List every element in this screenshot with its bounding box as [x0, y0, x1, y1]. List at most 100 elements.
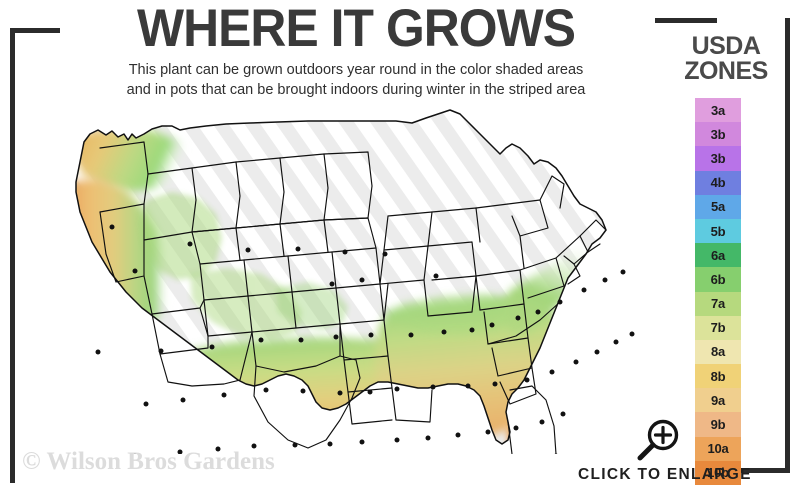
legend-swatch-label: 3b: [710, 150, 726, 166]
usda-zones-legend: USDA ZONES 3a 3b 3b 4b 5a 5b 6a 6b 7a 7b 8a 8b 9a 9b 1…: [662, 34, 790, 485]
legend-swatch-zone-9a-12: 9a: [695, 388, 741, 413]
city-dot: [359, 439, 365, 445]
city-dot: [158, 348, 164, 354]
magnifier-plus-icon[interactable]: [630, 418, 686, 464]
legend-swatch-label: 9b: [710, 417, 726, 433]
bracket-vertical-rule: [10, 28, 15, 483]
city-dot: [209, 344, 215, 350]
corner-bracket-top-left: [10, 28, 72, 488]
legend-swatch-zone-5a-4: 5a: [695, 194, 741, 219]
city-dot: [408, 332, 414, 338]
city-dot: [367, 389, 373, 395]
city-dot: [469, 327, 475, 333]
us-map-svg[interactable]: [40, 104, 660, 454]
legend-swatch-zone-6b-7: 6b: [695, 267, 741, 292]
city-dot: [382, 251, 388, 257]
city-dot: [535, 309, 541, 315]
city-dot: [425, 435, 431, 441]
city-dot: [573, 359, 579, 365]
legend-swatch-label: 4b: [710, 175, 726, 191]
city-dot: [359, 277, 365, 283]
subtitle-line-2: and in pots that can be brought indoors …: [126, 82, 586, 98]
city-dot: [557, 299, 563, 305]
legend-title-line-2: ZONES: [684, 57, 768, 85]
corner-bracket-bottom-right: [655, 18, 790, 473]
city-dot: [300, 388, 306, 394]
legend-swatch-zone-10a-14: 10a: [695, 436, 741, 461]
city-dot: [333, 334, 339, 340]
legend-swatch-zone-6a-6: 6a: [695, 243, 741, 268]
city-dot: [394, 437, 400, 443]
city-dot: [327, 441, 333, 447]
legend-swatch-zone-3a-0: 3a: [695, 98, 741, 123]
legend-swatch-label: 8a: [710, 344, 726, 360]
copyright-watermark: © Wilson Bros Gardens: [22, 448, 275, 475]
city-dot: [485, 429, 491, 435]
click-to-enlarge-control[interactable]: CLICK TO ENLARGE: [578, 418, 752, 484]
legend-swatch-zone-3b-1: 3b: [695, 122, 741, 147]
page-title: WHERE IT GROWS: [137, 0, 576, 58]
city-dot: [298, 337, 304, 343]
city-dot: [549, 369, 555, 375]
zone-field-atlantic-coast: [502, 222, 606, 336]
legend-swatch-zone-7b-9: 7b: [695, 315, 741, 340]
bracket-vertical-rule: [785, 18, 790, 473]
city-dot: [441, 329, 447, 335]
city-dot: [245, 247, 251, 253]
city-dot: [629, 331, 635, 337]
city-dot: [133, 453, 137, 454]
city-dot: [177, 449, 183, 454]
usda-zone-map[interactable]: [40, 104, 660, 454]
city-dot: [132, 268, 138, 274]
legend-swatch-label: 10b: [707, 465, 729, 481]
city-dot: [251, 443, 257, 449]
city-dot: [524, 377, 530, 383]
city-dot: [594, 349, 600, 355]
legend-swatch-zone-5b-5: 5b: [695, 218, 741, 244]
city-dot: [295, 246, 301, 252]
city-dot: [342, 249, 348, 255]
city-dot: [95, 349, 101, 355]
city-dot: [620, 269, 626, 275]
zone-field-pacific-northwest: [76, 128, 190, 192]
city-dot: [581, 287, 587, 293]
legend-title: USDA ZONES: [662, 34, 790, 84]
legend-swatch-zone-7a-8: 7a: [695, 291, 741, 316]
click-to-enlarge-label: CLICK TO ENLARGE: [578, 466, 752, 483]
city-dot: [180, 397, 186, 403]
city-dot: [430, 384, 436, 390]
subtitle-line-1: This plant can be grown outdoors year ro…: [128, 62, 584, 78]
legend-swatch-list: 3a 3b 3b 4b 5a 5b 6a 6b 7a 7b 8a 8b 9a 9b 10a 10b: [695, 98, 741, 485]
bracket-horizontal-rule-bottom: [700, 468, 790, 473]
legend-swatch-label: 3b: [710, 126, 726, 142]
city-dot: [515, 315, 521, 321]
city-dot: [263, 387, 269, 393]
legend-swatch-zone-4b-3: 4b: [695, 170, 741, 195]
legend-swatch-label: 7b: [710, 320, 726, 336]
city-dot: [337, 390, 343, 396]
city-dot: [433, 273, 439, 279]
page-subtitle: This plant can be grown outdoors year ro…: [46, 60, 666, 100]
legend-swatch-label: 5a: [710, 199, 726, 215]
legend-swatch-label: 6b: [710, 271, 726, 287]
legend-swatch-label: 3a: [710, 102, 726, 118]
city-dot: [489, 322, 495, 328]
city-dot: [187, 241, 193, 247]
bracket-horizontal-rule: [10, 28, 60, 33]
city-marker-dots: [95, 224, 635, 454]
legend-swatch-zone-10b-15: 10b: [695, 460, 741, 485]
city-dot: [560, 411, 566, 417]
city-dot: [329, 281, 335, 287]
city-dot: [221, 392, 227, 398]
city-dot: [109, 224, 115, 230]
legend-swatch-label: 7a: [710, 296, 726, 312]
legend-swatch-zone-8a-10: 8a: [695, 339, 741, 365]
city-dot: [554, 453, 558, 454]
city-dot: [602, 277, 608, 283]
city-dot: [513, 425, 519, 431]
city-dot: [292, 442, 298, 448]
legend-swatch-zone-9b-13: 9b: [695, 412, 741, 437]
city-dot: [539, 419, 545, 425]
city-dot: [394, 386, 400, 392]
